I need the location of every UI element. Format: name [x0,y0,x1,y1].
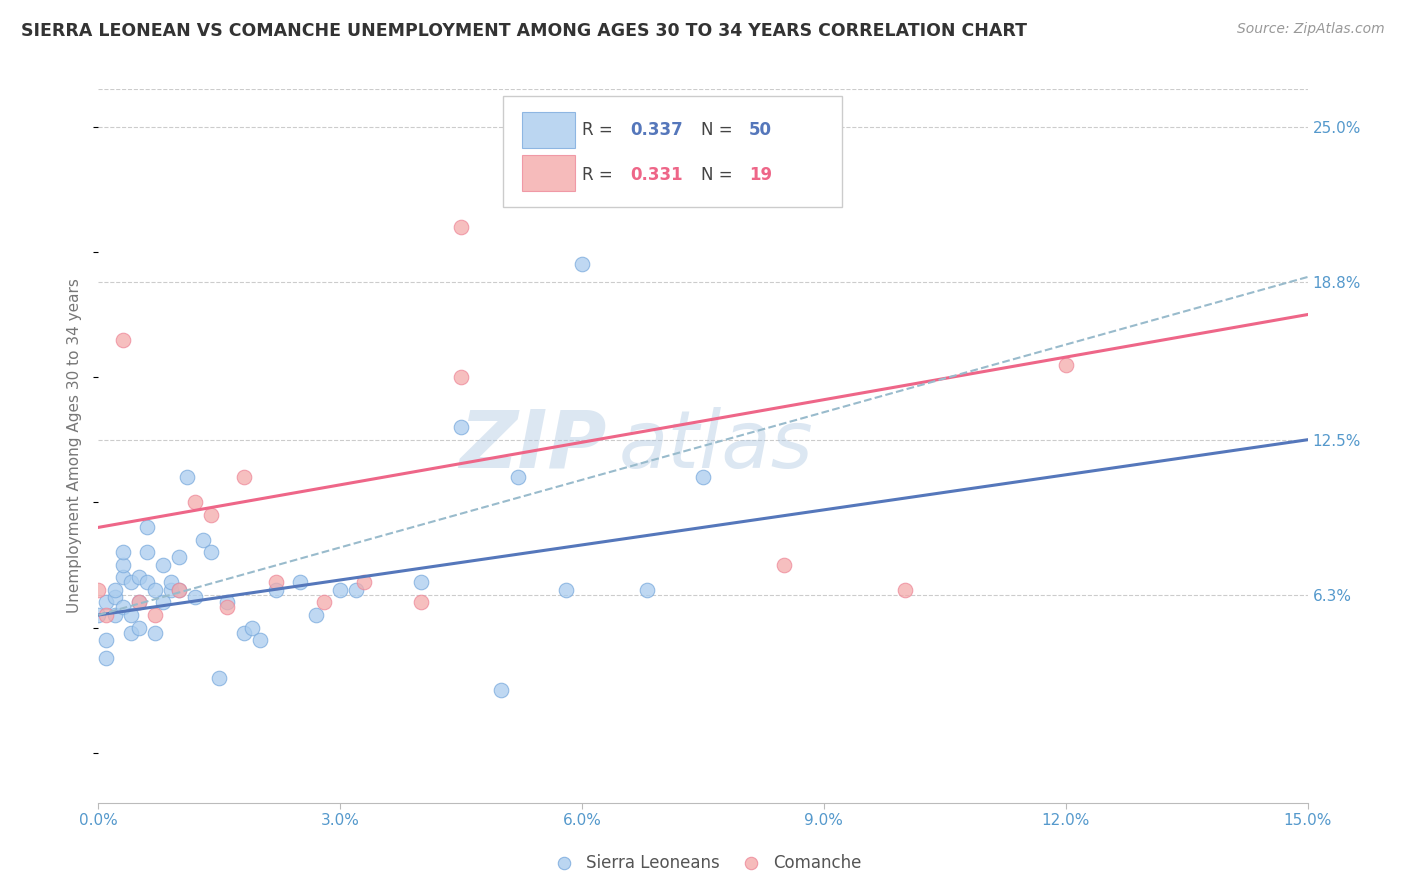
Point [135,520,157,534]
Text: 0.337: 0.337 [630,121,683,139]
FancyBboxPatch shape [522,155,575,191]
Text: N =: N = [700,166,738,184]
Point [167,582,190,597]
Point [96,650,118,665]
Point [96,607,118,622]
Point [128,595,150,609]
Point [506,470,529,484]
Point [87,607,110,622]
Point [893,582,915,597]
Point [240,621,263,635]
Point [305,607,328,622]
Point [636,582,658,597]
Point [167,550,190,565]
Text: 19: 19 [749,166,772,184]
Point [232,470,254,484]
Point [264,582,287,597]
Point [111,600,134,615]
Point [120,575,142,590]
Point [128,570,150,584]
Point [111,545,134,559]
Point [135,575,157,590]
Point [160,575,183,590]
Text: atlas: atlas [619,407,813,485]
Point [571,257,593,271]
Point [772,558,794,572]
Point [96,595,118,609]
Point [217,600,239,615]
Point [111,570,134,584]
Point [143,582,166,597]
Point [249,633,271,648]
Point [344,582,367,597]
Text: 0.331: 0.331 [630,166,683,184]
Point [555,582,578,597]
Point [167,582,190,597]
Point [184,591,207,605]
Point [217,595,239,609]
Point [264,575,287,590]
Text: Sierra Leoneans: Sierra Leoneans [586,855,720,872]
Point [409,595,432,609]
Point [128,621,150,635]
Point [409,575,432,590]
Text: Comanche: Comanche [773,855,862,872]
Point [232,625,254,640]
Point [193,533,215,547]
Point [200,545,222,559]
Point [450,420,472,434]
Point [176,470,198,484]
Point [692,470,714,484]
Point [87,582,110,597]
Point [491,683,513,698]
Text: ZIP: ZIP [458,407,606,485]
Point [329,582,352,597]
Text: 50: 50 [749,121,772,139]
Point [96,633,118,648]
Point [143,625,166,640]
Y-axis label: Unemployment Among Ages 30 to 34 years: Unemployment Among Ages 30 to 34 years [67,278,83,614]
Point [128,595,150,609]
Point [288,575,311,590]
Point [135,545,157,559]
Point [152,558,174,572]
Text: R =: R = [582,166,619,184]
Point [111,558,134,572]
Point [103,607,125,622]
Point [314,595,336,609]
Point [103,582,125,597]
Point [120,625,142,640]
FancyBboxPatch shape [522,112,575,148]
FancyBboxPatch shape [503,96,842,207]
Point [143,607,166,622]
Point [111,333,134,347]
Point [450,219,472,234]
Text: SIERRA LEONEAN VS COMANCHE UNEMPLOYMENT AMONG AGES 30 TO 34 YEARS CORRELATION CH: SIERRA LEONEAN VS COMANCHE UNEMPLOYMENT … [21,22,1028,40]
Text: Source: ZipAtlas.com: Source: ZipAtlas.com [1237,22,1385,37]
Point [208,671,231,685]
Point [160,582,183,597]
Point [184,495,207,509]
Point [450,370,472,384]
Point [200,508,222,522]
Text: N =: N = [700,121,738,139]
Text: R =: R = [582,121,619,139]
Point [1054,358,1077,372]
Point [152,595,174,609]
Point [120,607,142,622]
Point [353,575,375,590]
Point [103,591,125,605]
